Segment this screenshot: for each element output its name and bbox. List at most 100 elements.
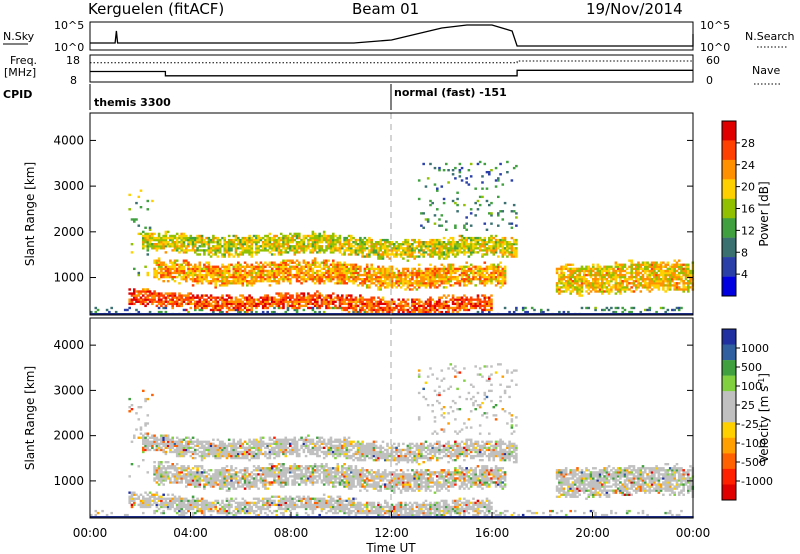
heatmap-cell	[329, 263, 333, 266]
heatmap-cell	[483, 298, 487, 301]
heatmap-cell	[354, 263, 358, 266]
heatmap-cell	[433, 302, 437, 306]
heatmap-cell	[139, 501, 143, 505]
heatmap-cell	[189, 296, 193, 299]
heatmap-cell	[341, 271, 344, 275]
heatmap-cell	[259, 280, 263, 283]
heatmap-cell	[205, 298, 208, 301]
heatmap-cell	[307, 261, 310, 264]
heatmap-cell	[162, 448, 165, 452]
heatmap-cell	[286, 304, 290, 308]
heatmap-cell	[151, 243, 154, 246]
heatmap-cell	[426, 284, 430, 287]
heatmap-cell	[153, 434, 156, 437]
heatmap-cell	[363, 302, 367, 306]
heatmap-cell	[164, 469, 168, 472]
heatmap-cell	[146, 199, 150, 203]
heatmap-cell	[180, 249, 183, 252]
heatmap-cell	[442, 282, 446, 285]
heatmap-cell	[155, 509, 159, 513]
heatmap-cell	[476, 236, 480, 240]
heatmap-cell	[499, 243, 502, 246]
heatmap-cell	[601, 292, 604, 295]
heatmap-cell	[440, 296, 444, 299]
heatmap-cell	[151, 493, 154, 496]
heatmap-cell	[569, 275, 572, 279]
heatmap-cell	[397, 304, 401, 308]
heatmap-cell	[180, 499, 183, 503]
heatmap-cell	[327, 243, 330, 246]
heatmap-cell	[223, 241, 226, 244]
heatmap-cell	[474, 241, 477, 244]
heatmap-cell	[273, 278, 276, 281]
heatmap-cell	[313, 278, 317, 281]
heatmap-cell	[157, 442, 161, 446]
heatmap-cell	[341, 300, 344, 303]
heatmap-cell	[291, 296, 294, 299]
heatmap-cell	[372, 243, 376, 246]
heatmap-cell	[311, 238, 315, 242]
heatmap-cell	[153, 300, 156, 303]
heatmap-cell	[585, 306, 588, 310]
heatmap-cell	[515, 212, 518, 215]
heatmap-cell	[175, 300, 179, 303]
heatmap-cell	[567, 267, 570, 271]
heatmap-cell	[601, 286, 604, 289]
heatmap-cell	[442, 280, 446, 283]
heatmap-cell	[354, 251, 358, 254]
heatmap-cell	[216, 300, 220, 303]
heatmap-cell	[451, 302, 455, 306]
heatmap-cell	[135, 290, 138, 293]
heatmap-cell	[467, 282, 471, 285]
heatmap-cell	[485, 304, 489, 308]
heatmap-cell	[388, 245, 392, 248]
heatmap-cell	[456, 243, 459, 246]
heatmap-cell	[426, 245, 430, 248]
heatmap-cell	[438, 238, 441, 242]
heatmap-cell	[175, 236, 179, 240]
heatmap-cell	[230, 253, 233, 256]
heatmap-cell	[318, 304, 321, 308]
heatmap-cell	[336, 269, 340, 273]
heatmap-cell	[472, 306, 475, 310]
heatmap-cell	[388, 300, 392, 303]
heatmap-cell	[384, 273, 387, 277]
heatmap-cell	[648, 265, 652, 268]
heatmap-cell	[436, 187, 439, 190]
heatmap-cell	[135, 412, 138, 415]
heatmap-cell	[442, 169, 446, 172]
heatmap-cell	[227, 275, 231, 279]
heatmap-cell	[169, 273, 172, 277]
heatmap-cell	[460, 238, 464, 242]
heatmap-cell	[212, 278, 215, 281]
heatmap-cell	[646, 263, 649, 266]
heatmap-cell	[388, 241, 392, 244]
heatmap-cell	[234, 300, 238, 303]
heatmap-cell	[458, 247, 462, 250]
heatmap-cell	[133, 292, 136, 295]
heatmap-cell	[164, 436, 168, 439]
heatmap-cell	[166, 245, 170, 248]
heatmap-cell	[178, 454, 181, 458]
heatmap-cell	[365, 302, 369, 306]
heatmap-cell	[198, 298, 202, 301]
heatmap-cell	[384, 286, 387, 289]
heatmap-cell	[637, 263, 640, 266]
heatmap-cell	[205, 243, 208, 246]
heatmap-cell	[304, 278, 308, 281]
heatmap-cell	[639, 267, 643, 271]
heatmap-cell	[370, 308, 373, 312]
heatmap-cell	[309, 251, 312, 254]
heatmap-cell	[569, 273, 572, 277]
heatmap-cell	[212, 275, 215, 279]
heatmap-cell	[469, 175, 473, 178]
heatmap-cell	[155, 440, 159, 443]
heatmap-cell	[501, 210, 505, 213]
heatmap-cell	[279, 296, 283, 299]
heatmap-cell	[503, 269, 507, 273]
heatmap-cell	[264, 302, 267, 306]
heatmap-cell	[146, 302, 150, 306]
heatmap-cell	[483, 241, 487, 244]
heatmap-cell	[485, 241, 489, 244]
heatmap-cell	[388, 269, 392, 273]
